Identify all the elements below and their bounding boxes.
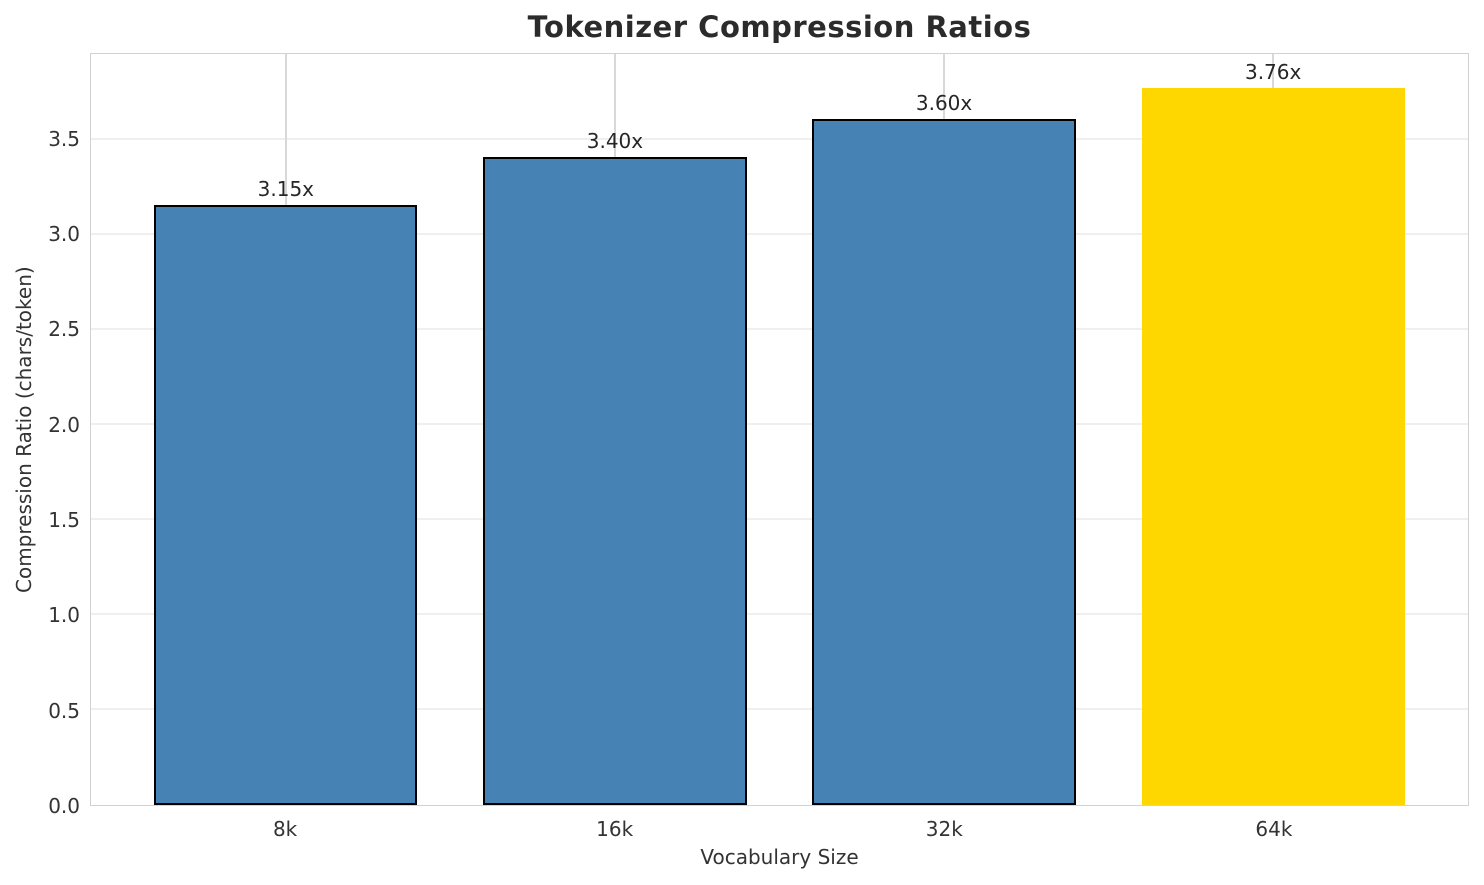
xtick-label-16k: 16k [596,817,634,841]
bar-slot-32k: 3.60x [780,54,1109,805]
ytick-label: 1.5 [48,508,80,533]
bar-slot-16k: 3.40x [450,54,779,805]
bar-value-label: 3.15x [257,176,315,201]
xtick-label-64k: 64k [1255,817,1293,841]
xtick-label-8k: 8k [272,817,298,841]
bar-value-label: 3.76x [1244,60,1302,85]
bar-value-label: 3.40x [586,128,644,153]
bar-16k [483,156,747,805]
bar-slot-64k: 3.76x [1109,54,1438,805]
x-axis-label: Vocabulary Size [700,845,859,869]
hgrid-line [91,613,1468,615]
hgrid-line [91,233,1468,235]
ytick-label: 1.0 [48,603,80,628]
bar-8k [154,204,418,805]
hgrid-line [91,518,1468,520]
bar-value-label: 3.60x [915,90,973,115]
bar-slot-8k: 3.15x [121,54,450,805]
bar-slots: 3.15x 3.40x 3.60x 3.76x [91,54,1468,805]
ytick-label: 3.5 [48,126,80,151]
hgrid-line [91,328,1468,330]
chart-title: Tokenizer Compression Ratios [527,10,1032,44]
xtick-label-32k: 32k [925,817,963,841]
bar-64k [1141,88,1405,805]
plot-area: 3.15x 3.40x 3.60x 3.76x [90,53,1469,806]
ytick-label: 0.0 [48,794,80,818]
ytick-label: 3.0 [48,222,80,247]
ytick-label: 2.0 [48,412,80,437]
hgrid-line [91,138,1468,140]
bar-32k [812,118,1076,805]
ytick-label: 2.5 [48,317,80,342]
hgrid-line [91,708,1468,710]
hgrid-line [91,423,1468,425]
ytick-label: 0.5 [48,698,80,723]
